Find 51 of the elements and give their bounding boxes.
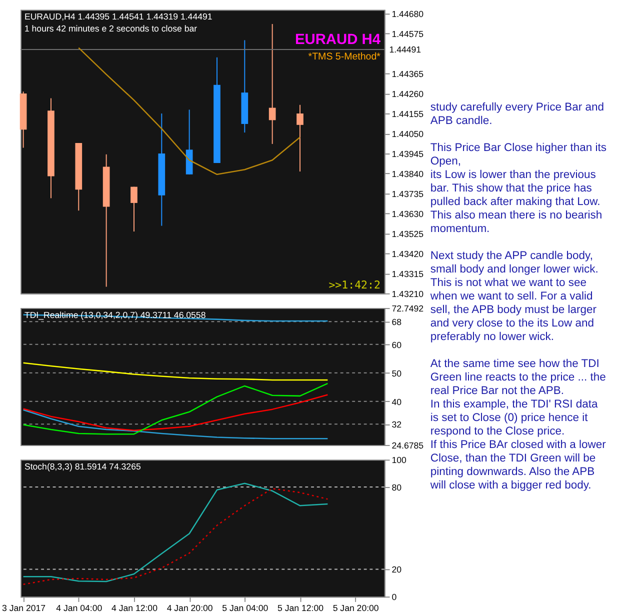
y-tick-label: 32 — [392, 420, 402, 430]
x-tick-label: 3 Jan 2017 — [2, 602, 46, 613]
text: 1 hours 42 minutes e 2 seconds to close bar — [24, 23, 198, 34]
y-tick-label: 100 — [392, 455, 407, 466]
annotation: EURAUD H4 — [294, 32, 382, 48]
y-tick-label: 80 — [392, 482, 402, 492]
x-tick-label: 4 Jan 04:00 — [56, 602, 102, 613]
y-tick-label: 50 — [392, 368, 402, 378]
text: study carefully every Price Bar and APB candle. — [430, 101, 604, 127]
line-series — [22, 409, 328, 440]
y-tick-label: 1.43630 — [392, 208, 424, 219]
chart-title: EURAUD,H4 1.44395 1.44541 1.44319 1.44491 — [24, 12, 212, 22]
line-series — [22, 382, 328, 435]
line-series — [22, 394, 328, 432]
line-series — [78, 47, 301, 176]
y-tick-label: 1.44155 — [392, 108, 424, 119]
x-tick-label: 4 Jan 12:00 — [111, 602, 158, 613]
line-series — [22, 362, 328, 381]
y-tick-label: 1.43315 — [392, 268, 424, 279]
candlestick — [268, 24, 276, 144]
y-tick-label: 1.43420 — [392, 248, 424, 259]
annotation: >>1:42:2 — [328, 278, 380, 292]
y-tick-label: 1.44680 — [392, 8, 424, 19]
y-tick-label: 1.44575 — [392, 28, 424, 39]
chart-title: Stoch(8,3,3) 81.5914 74.3265 — [24, 461, 141, 472]
text: This Price Bar Close higher than its Open, its Low is lower than the previous bar. This show that the price has pulled back after making that Low. This also mean there is no bearish momentum. — [430, 142, 607, 235]
text: Next study the APP candle body, small body and longer lower wick. This is not what we want to see when we want to sell. For a valid sell, the APB body must be larger and very close to the its Low and preferably no lower wick. — [429, 250, 598, 343]
x-tick-label: 5 Jan 12:00 — [277, 602, 324, 613]
y-tick-label: 72.7492 — [392, 303, 424, 314]
y-tick-label: 24.6785 — [392, 440, 424, 450]
candlestick — [130, 186, 138, 232]
y-tick-label: 1.43735 — [392, 188, 424, 199]
y-tick-label: 1.44050 — [392, 128, 424, 139]
x-tick-label: 5 Jan 04:00 — [222, 602, 268, 613]
y-tick-label: 1.43525 — [392, 228, 424, 239]
y-tick-label: 1.44365 — [392, 68, 424, 79]
x-tick-label: 4 Jan 20:00 — [166, 602, 213, 613]
y-tick-label: 1.44260 — [392, 88, 424, 99]
annotation: *TMS 5-Method* — [308, 52, 381, 63]
y-tick-label: 40 — [392, 396, 402, 407]
y-tick-label: 60 — [392, 340, 402, 350]
y-tick-label: 0 — [392, 592, 397, 602]
candlestick — [296, 104, 304, 172]
x-tick-label: 5 Jan 20:00 — [332, 602, 379, 613]
ref-line-label: 1.44491 — [389, 44, 422, 54]
text: At the same time see how the TDI Green line reacts to the price ... the real Price Bar not the APB. In this example, the TDI' RSI data is set to Close (0) price hence it respond to the Close price. If this Price BAr closed with a lower Close, than the TDI Green will be pinting downwards. Also the APB will close with a bigger red body. — [430, 358, 606, 492]
y-tick-label: 1.43840 — [392, 168, 424, 179]
y-tick-label: 68 — [392, 317, 402, 328]
y-tick-label: 1.43210 — [392, 288, 424, 299]
y-tick-label: 1.43945 — [392, 148, 424, 159]
y-tick-label: 20 — [392, 564, 402, 575]
